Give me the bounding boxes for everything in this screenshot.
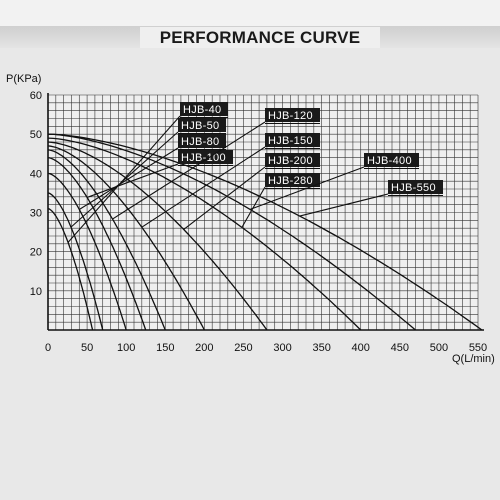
leader-line <box>241 186 266 228</box>
y-tick-label: 10 <box>30 286 42 298</box>
series-label-box <box>265 173 320 187</box>
series-label: HJB-100 <box>181 152 226 164</box>
series-label: HJB-400 <box>367 155 412 167</box>
curve-line <box>47 207 94 331</box>
series-label: HJB-40 <box>183 104 221 116</box>
curve-line <box>47 145 205 331</box>
leader-line <box>86 163 179 198</box>
series-label-box <box>180 102 228 116</box>
series-label-box <box>364 153 419 167</box>
x-tick-label: 550 <box>469 342 487 354</box>
x-tick-label: 350 <box>312 342 330 354</box>
series-label: HJB-50 <box>181 120 219 132</box>
series-label-box <box>178 150 233 164</box>
series-label-box <box>265 153 320 167</box>
x-tick-label: 200 <box>195 342 213 354</box>
curve-line <box>47 192 104 331</box>
x-tick-label: 0 <box>45 342 51 354</box>
series-label: HJB-200 <box>268 155 313 167</box>
leader-line <box>183 166 266 230</box>
curve-line <box>47 157 147 331</box>
series-label-box <box>178 134 226 148</box>
y-tick-label: 50 <box>30 129 42 141</box>
series-label: HJB-280 <box>268 175 313 187</box>
series-label: HJB-80 <box>181 136 219 148</box>
x-tick-label: 500 <box>430 342 448 354</box>
curve-line <box>47 172 127 331</box>
curve-line <box>47 133 416 331</box>
series-label-box <box>388 180 443 194</box>
y-tick-label: 20 <box>30 247 42 259</box>
x-tick-label: 400 <box>352 342 370 354</box>
leader-line <box>141 146 266 228</box>
series-label: HJB-550 <box>391 182 436 194</box>
y-tick-label: 40 <box>30 168 42 180</box>
y-axis-label: P(KPa) <box>6 73 41 85</box>
curve-line <box>47 141 268 331</box>
x-tick-label: 300 <box>273 342 291 354</box>
leader-line <box>78 147 179 210</box>
leader-line <box>299 193 389 217</box>
y-tick-label: 60 <box>30 90 42 102</box>
series-label-box <box>265 108 320 122</box>
leader-line <box>249 166 365 210</box>
x-tick-label: 50 <box>81 342 93 354</box>
leader-line <box>112 121 266 220</box>
leader-line <box>67 115 181 243</box>
x-tick-label: 150 <box>156 342 174 354</box>
series-label-box <box>178 118 226 132</box>
series-label: HJB-120 <box>268 110 313 122</box>
x-tick-label: 100 <box>117 342 135 354</box>
x-tick-label: 450 <box>391 342 409 354</box>
x-axis-label: Q(L/min) <box>452 353 495 365</box>
y-tick-label: 30 <box>30 208 42 220</box>
x-tick-label: 250 <box>234 342 252 354</box>
curve-line <box>47 137 362 331</box>
page-title: PERFORMANCE CURVE <box>140 27 380 49</box>
leader-line <box>70 131 179 228</box>
curve-line <box>47 149 166 331</box>
series-label-box <box>265 133 320 147</box>
series-label: HJB-150 <box>268 135 313 147</box>
curve-line <box>47 133 483 331</box>
